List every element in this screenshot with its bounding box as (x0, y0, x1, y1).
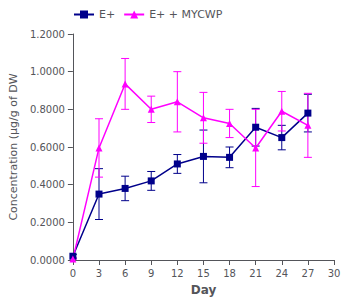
svg-text:0.0000: 0.0000 (30, 255, 65, 266)
svg-text:0.4000: 0.4000 (30, 179, 65, 190)
svg-text:18: 18 (223, 268, 236, 279)
svg-text:0.6000: 0.6000 (30, 142, 65, 153)
svg-text:0.2000: 0.2000 (30, 217, 65, 228)
svg-text:0: 0 (70, 268, 76, 279)
svg-text:E+: E+ (99, 8, 115, 21)
svg-text:9: 9 (148, 268, 154, 279)
svg-text:Concentration (µg/g of DW: Concentration (µg/g of DW (7, 73, 20, 220)
svg-text:1.2000: 1.2000 (30, 29, 65, 40)
svg-text:21: 21 (249, 268, 262, 279)
svg-text:Day: Day (191, 283, 217, 297)
svg-text:30: 30 (328, 268, 341, 279)
svg-text:3: 3 (96, 268, 102, 279)
svg-text:0.8000: 0.8000 (30, 104, 65, 115)
svg-text:15: 15 (197, 268, 210, 279)
svg-text:E+ + MYCWP: E+ + MYCWP (149, 8, 223, 21)
svg-text:27: 27 (302, 268, 315, 279)
svg-text:12: 12 (171, 268, 184, 279)
svg-text:24: 24 (275, 268, 288, 279)
svg-text:1.0000: 1.0000 (30, 66, 65, 77)
svg-text:6: 6 (122, 268, 128, 279)
